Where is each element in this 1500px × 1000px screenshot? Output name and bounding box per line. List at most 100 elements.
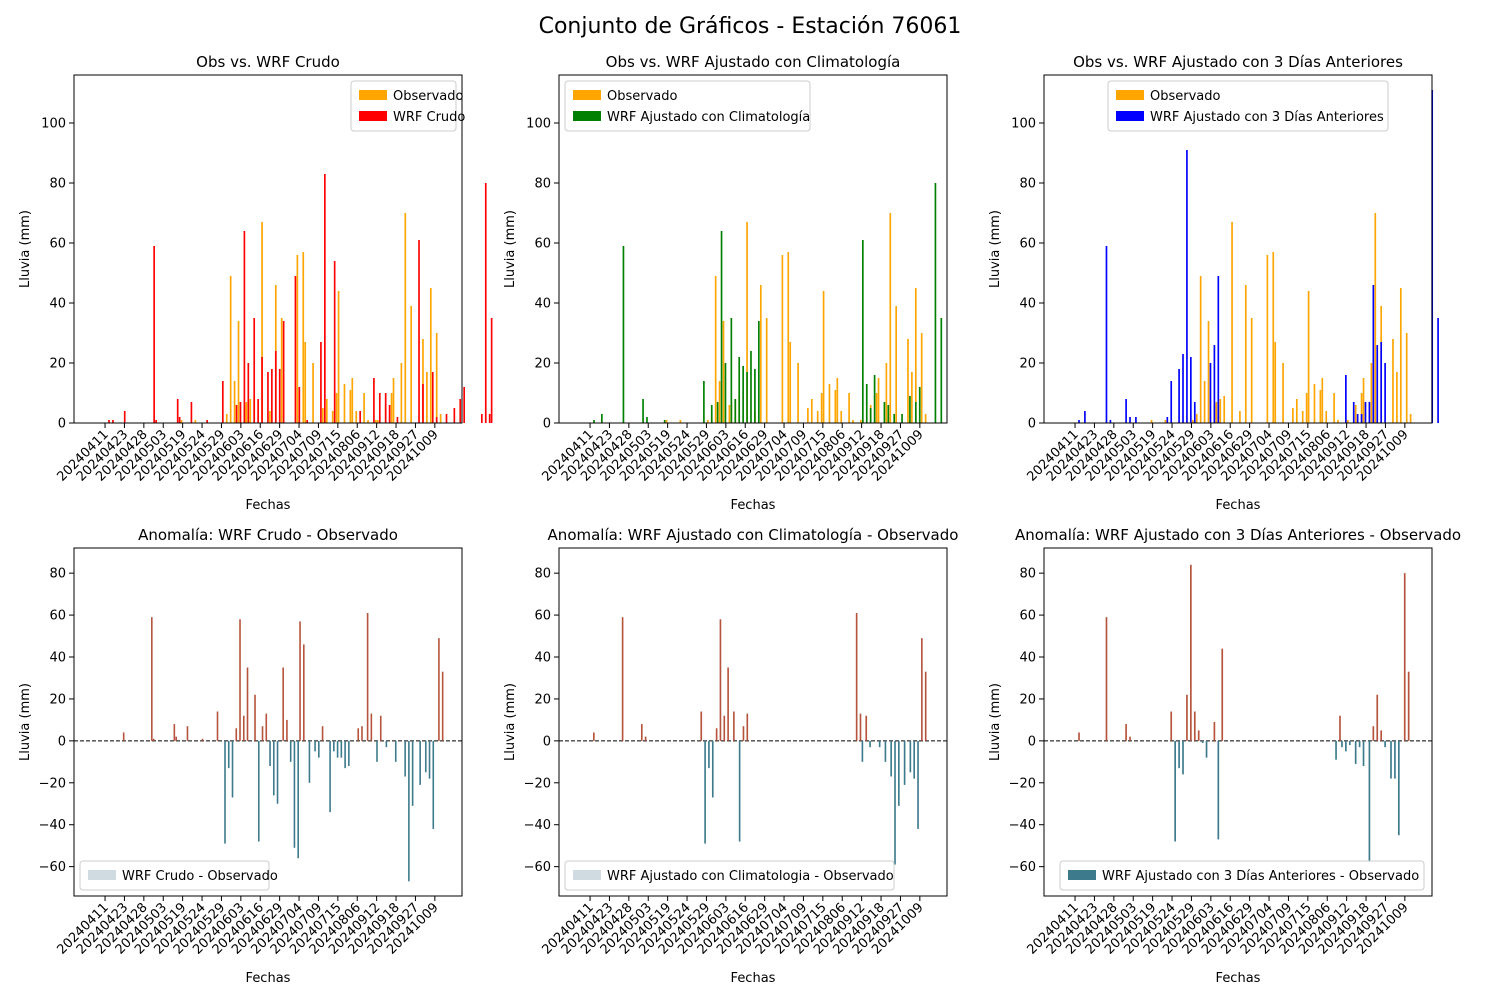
bar xyxy=(1170,711,1173,741)
bar xyxy=(746,372,748,423)
bar xyxy=(720,231,723,423)
bar xyxy=(376,740,378,762)
bar xyxy=(355,411,358,423)
bar xyxy=(488,414,491,423)
bar xyxy=(314,740,316,752)
bar xyxy=(750,351,752,423)
bar xyxy=(459,399,462,423)
bar xyxy=(153,246,155,423)
subplot-3: Obs vs. WRF Ajustado con 3 Días Anterior… xyxy=(988,53,1439,513)
bar xyxy=(363,393,365,423)
bar xyxy=(1348,740,1351,746)
y-axis-label: Lluvia (mm) xyxy=(18,210,33,288)
bar xyxy=(335,393,338,423)
bar xyxy=(194,420,197,423)
bar xyxy=(1295,399,1298,423)
bar xyxy=(1392,339,1394,423)
bar xyxy=(404,740,406,777)
bar xyxy=(920,333,923,423)
bar xyxy=(1405,333,1408,423)
bar xyxy=(1199,276,1202,423)
bar xyxy=(375,420,377,423)
bar xyxy=(861,240,864,423)
bar xyxy=(394,740,397,762)
y-tick-label: 80 xyxy=(534,177,551,192)
bar xyxy=(321,726,324,741)
legend-swatch xyxy=(359,90,387,100)
bar xyxy=(206,420,208,423)
bar xyxy=(435,333,438,423)
legend-label: Observado xyxy=(607,89,678,104)
bar xyxy=(1197,730,1200,741)
bar xyxy=(324,174,326,423)
bar xyxy=(1333,393,1335,423)
y-tick-label: 60 xyxy=(534,237,551,252)
y-tick-label: 0 xyxy=(1028,417,1036,432)
bar xyxy=(282,667,284,741)
bar xyxy=(754,369,756,423)
bar xyxy=(1380,730,1383,741)
legend: Observado WRF Ajustado con 3 Días Anterio… xyxy=(1107,80,1389,132)
legend-label: WRF Ajustado con 3 Días Anteriores - Obs… xyxy=(1102,869,1419,884)
y-tick-label: −20 xyxy=(524,776,551,791)
bar xyxy=(303,644,305,741)
y-tick-label: −40 xyxy=(1009,818,1036,833)
legend-label: WRF Ajustado con 3 Días Anteriores xyxy=(1150,110,1384,125)
bar xyxy=(438,638,440,741)
bar xyxy=(1239,411,1241,423)
bar xyxy=(765,318,768,423)
bar xyxy=(282,321,285,423)
bar xyxy=(1301,411,1304,423)
bar xyxy=(1339,715,1341,741)
bar xyxy=(1407,671,1410,741)
bar xyxy=(1319,390,1322,423)
bar xyxy=(1384,363,1386,423)
bar xyxy=(376,420,379,423)
bar xyxy=(286,719,288,741)
y-axis-label: Lluvia (mm) xyxy=(18,683,33,761)
bar xyxy=(894,740,896,865)
bar xyxy=(237,321,240,423)
axes-frame xyxy=(73,74,463,424)
bar xyxy=(325,399,328,423)
bar xyxy=(261,222,263,423)
bar xyxy=(1356,414,1359,423)
bar xyxy=(885,363,888,423)
bar xyxy=(734,399,737,423)
bar xyxy=(480,414,483,423)
bar xyxy=(848,393,850,423)
bar xyxy=(1213,722,1216,741)
bar xyxy=(229,276,232,423)
legend-swatch xyxy=(573,870,601,880)
bar xyxy=(1394,740,1396,779)
bar xyxy=(1345,740,1347,752)
bar xyxy=(810,399,813,423)
bar xyxy=(297,740,299,859)
bar xyxy=(1193,711,1196,741)
bar xyxy=(186,726,189,741)
bar xyxy=(431,372,434,423)
bar xyxy=(924,671,927,741)
bar xyxy=(155,420,157,423)
bar xyxy=(265,713,268,741)
bar xyxy=(351,378,354,423)
bar xyxy=(269,411,271,423)
bar xyxy=(108,420,110,423)
bar xyxy=(1266,255,1269,423)
bar xyxy=(861,740,864,762)
bar xyxy=(593,420,595,423)
bar xyxy=(422,384,424,423)
bar xyxy=(742,726,745,741)
bar xyxy=(852,420,854,423)
legend: WRF Crudo - Observado xyxy=(79,860,278,891)
x-axis-label: Fechas xyxy=(246,498,291,513)
y-tick-label: 80 xyxy=(534,567,551,582)
bar xyxy=(1358,740,1361,748)
bar xyxy=(746,222,748,423)
bar xyxy=(822,291,825,423)
bar xyxy=(1105,617,1108,741)
bar xyxy=(1250,318,1253,423)
bar xyxy=(267,372,269,423)
bar xyxy=(1372,726,1375,741)
